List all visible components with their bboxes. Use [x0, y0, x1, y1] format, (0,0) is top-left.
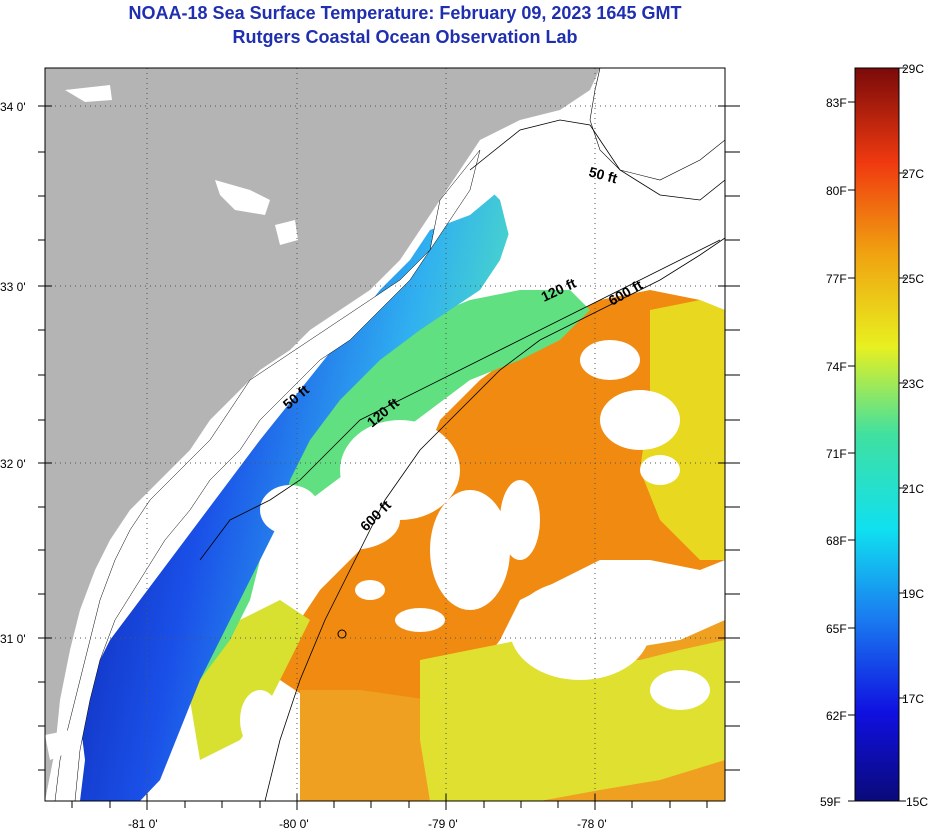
land-mass [45, 68, 600, 801]
map-area [45, 68, 725, 801]
colorbar-f-62: 62F [826, 709, 847, 723]
inland-cloud-2 [215, 180, 270, 215]
colorbar-ticks [848, 67, 906, 802]
colorbar-c-25: 25C [902, 272, 924, 286]
colorbar [854, 67, 900, 802]
contour-120ft [199, 239, 721, 561]
colorbar-c-29: 29C [902, 62, 924, 76]
yellow-water-mid [190, 600, 310, 760]
lon-label-80: -80 0' [279, 817, 309, 831]
lat-label-33: 33 0' [0, 280, 26, 294]
inland-cloud-1 [65, 85, 112, 102]
yellow-water-east [640, 300, 725, 560]
map-subtitle: Rutgers Coastal Ocean Observation Lab [232, 27, 578, 47]
graticule [45, 68, 725, 801]
colorbar-c-17: 17C [902, 692, 924, 706]
yellow-water-south [420, 640, 725, 801]
colorbar-f-59: 59F [820, 795, 841, 809]
coastal-marsh [589, 68, 725, 181]
contour-label-50ft-north: 50 ft [587, 163, 619, 186]
map-title: NOAA-18 Sea Surface Temperature: Februar… [128, 3, 682, 23]
colorbar-f-83: 83F [826, 96, 847, 110]
colorbar-c-23: 23C [902, 377, 924, 391]
axis-ticks [38, 105, 740, 810]
lat-label-34: 34 0' [0, 100, 26, 114]
inland-cloud-3 [275, 220, 298, 245]
lon-label-81: -81 0' [128, 817, 158, 831]
colorbar-f-65: 65F [826, 622, 847, 636]
lat-label-31: 31 0' [0, 632, 26, 646]
colorbar-f-80: 80F [826, 184, 847, 198]
contour-50ft [469, 119, 725, 201]
contour-600ft [264, 237, 725, 801]
coastal-cold-water [80, 190, 520, 801]
colorbar-c-15: 15C [906, 795, 928, 809]
lon-label-79: -79 0' [428, 817, 458, 831]
coastal-fringe [54, 149, 481, 801]
colorbar-f-71: 71F [826, 447, 847, 461]
colorbar-c-27: 27C [902, 167, 924, 181]
inland-cloud-4 [45, 730, 75, 760]
map-frame [44, 67, 726, 802]
colorbar-f-77: 77F [826, 272, 847, 286]
lat-label-32: 32 0' [0, 457, 26, 471]
colorbar-f-68: 68F [826, 534, 847, 548]
warm-water-region [270, 290, 725, 700]
shelf-band [180, 290, 590, 700]
colorbar-c-19: 19C [902, 587, 924, 601]
lon-label-78: -78 0' [577, 817, 607, 831]
colorbar-c-21: 21C [902, 482, 924, 496]
buoy-marker [337, 629, 347, 639]
colorbar-f-74: 74F [826, 360, 847, 374]
